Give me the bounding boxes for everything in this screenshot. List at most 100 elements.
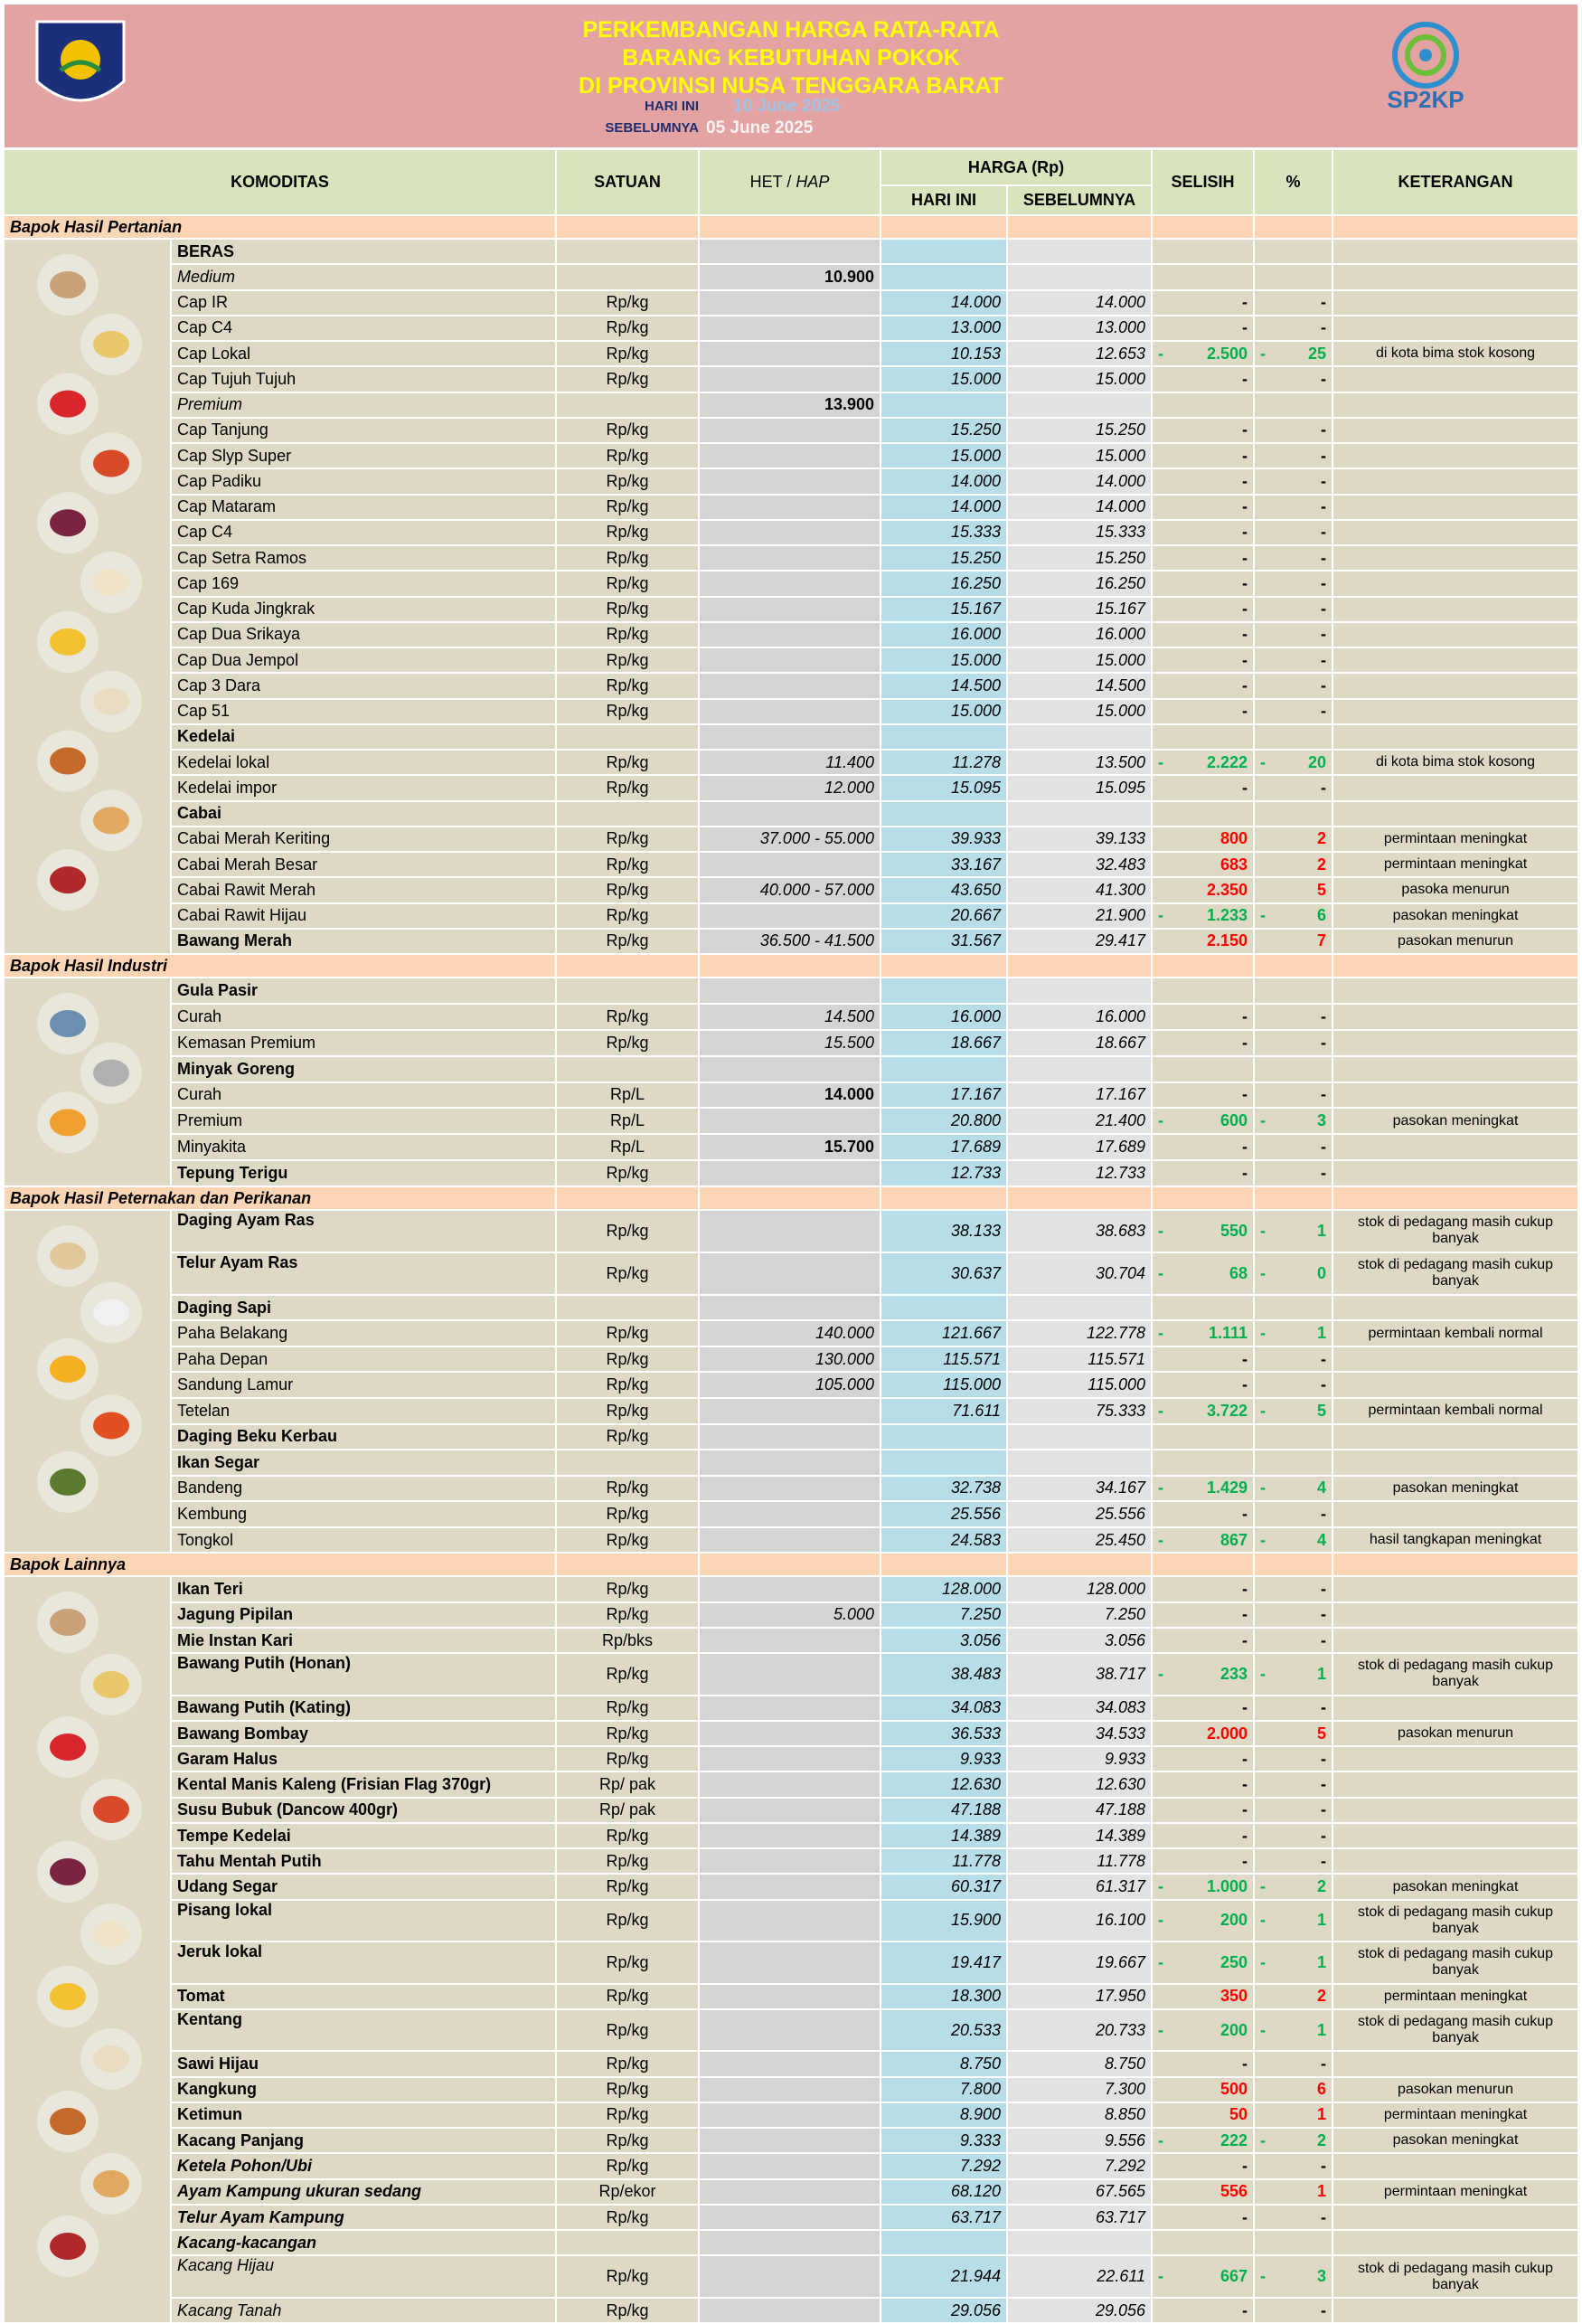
amount: - [1321, 1164, 1327, 1183]
percent: - [1255, 2205, 1334, 2232]
price-prev: 16.000 [1008, 622, 1154, 648]
het: 40.000 - 57.000 [700, 878, 882, 904]
note [1333, 2205, 1580, 2232]
unit [557, 801, 701, 827]
amount: 2.000 [1206, 1724, 1248, 1743]
col-header: % [1255, 150, 1334, 216]
price-prev: 7.292 [1008, 2154, 1154, 2180]
row: Tahu Mentah Putih Rp/kg 11.778 11.778 - - [5, 1849, 1580, 1875]
unit: Rp/kg [557, 2102, 701, 2130]
commodity: Cabai Merah Besar [172, 853, 558, 879]
price-today: 38.133 [881, 1211, 1009, 1253]
het [700, 1424, 882, 1451]
commodity: Daging Beku Kerbau [172, 1424, 558, 1451]
unit [557, 392, 701, 419]
row: Sandung Lamur Rp/kg 105.000 115.000 115.000-… [5, 1373, 1580, 1399]
unit: Rp/kg [557, 648, 701, 675]
note: pasokan menurun [1333, 929, 1580, 955]
het: 5.000 [700, 1602, 882, 1629]
het [700, 1109, 882, 1136]
unit: Rp/kg [557, 1577, 701, 1603]
price-prev: 15.000 [1008, 367, 1154, 393]
amount: - [1242, 1851, 1248, 1870]
note [1333, 801, 1580, 827]
row: Curah Rp/kg 14.500 16.000 16.000- - [5, 1004, 1580, 1031]
price-today: 24.583 [881, 1527, 1009, 1554]
note [1333, 572, 1580, 598]
commodity: Cap Mataram [172, 495, 558, 521]
difference: 2.350 [1153, 878, 1256, 904]
row: Sawi Hijau Rp/kg 8.750 8.750 - - [5, 2052, 1580, 2078]
change: 5 [1260, 1724, 1326, 1743]
het [700, 2154, 882, 2180]
price-prev [1008, 1424, 1154, 1451]
difference: - [1153, 2298, 1256, 2324]
unit: Rp/kg [557, 1321, 701, 1347]
note: permintaan kembali normal [1333, 1399, 1580, 1425]
price-today: 20.533 [881, 2009, 1009, 2053]
het: 130.000 [700, 1346, 882, 1374]
change: - 3.722 [1158, 1402, 1248, 1421]
row: Cap Tanjung Rp/kg 15.250 15.250 - - [5, 418, 1580, 444]
het [700, 2052, 882, 2078]
unit: Rp/kg [557, 2205, 701, 2232]
price-today: 15.900 [881, 1900, 1009, 1943]
difference [1153, 801, 1256, 827]
price-prev: 19.667 [1008, 1942, 1154, 1985]
change: -1 [1260, 1953, 1326, 1972]
amount: 550 [1219, 1221, 1248, 1240]
amount: 1 [1317, 2020, 1327, 2039]
unit: Rp/L [557, 1082, 701, 1110]
change: - [1260, 420, 1326, 439]
amount: 3.722 [1206, 1401, 1248, 1420]
amount: 1 [1317, 1911, 1327, 1930]
amount: - [1242, 1749, 1248, 1768]
change: - [1260, 779, 1326, 798]
sign: - [1158, 1401, 1164, 1420]
price-prev [1008, 801, 1154, 827]
amount: - [1321, 523, 1327, 542]
change: - [1158, 574, 1248, 593]
price-prev: 29.056 [1008, 2298, 1154, 2324]
het [700, 648, 882, 675]
commodity: Kacang Tanah [172, 2298, 558, 2324]
section-cell [1333, 1554, 1580, 1578]
row: Daging Beku Kerbau Rp/kg [5, 1424, 1580, 1451]
amount: 1 [1317, 1324, 1327, 1343]
col-header: HARGA (Rp) [881, 150, 1154, 186]
price-today: 16.000 [881, 622, 1009, 648]
percent: - [1255, 1030, 1334, 1057]
amount: - [1321, 1851, 1327, 1870]
price-today [881, 978, 1009, 1005]
percent: - [1255, 1696, 1334, 1722]
note: permintaan kembali normal [1333, 1321, 1580, 1347]
change: - 25 [1260, 345, 1326, 364]
change: - [1260, 1852, 1326, 1871]
amount: 800 [1219, 829, 1248, 848]
change: - [1158, 1580, 1248, 1599]
difference: - [1153, 444, 1256, 470]
note [1333, 240, 1580, 266]
het [700, 290, 882, 316]
percent: -5 [1255, 1399, 1334, 1425]
change: - [1260, 370, 1326, 389]
row: Ketimun Rp/kg 8.900 8.850 50 1 permintaan meni… [5, 2102, 1580, 2130]
section-cell [881, 955, 1009, 978]
price-today: 14.500 [881, 674, 1009, 700]
change: - 550 [1158, 1222, 1248, 1241]
price-today: 20.667 [881, 903, 1009, 930]
change: - 1.000 [1158, 1877, 1248, 1896]
difference: - [1153, 1628, 1256, 1655]
row: Kacang Panjang Rp/kg 9.333 9.556-222-2 pasok… [5, 2129, 1580, 2155]
commodity: Cabai Rawit Hijau [172, 903, 558, 930]
change: 2.150 [1158, 931, 1248, 950]
percent [1255, 1056, 1334, 1083]
amount: 1 [1317, 2182, 1327, 2201]
percent: 5 [1255, 1721, 1334, 1748]
amount: 20 [1307, 752, 1327, 771]
change: - [1260, 1034, 1326, 1053]
commodity: Kental Manis Kaleng (Frisian Flag 370gr) [172, 1772, 558, 1799]
change: - [1158, 2301, 1248, 2320]
unit: Rp/kg [557, 853, 701, 879]
amount: - [1321, 675, 1327, 694]
